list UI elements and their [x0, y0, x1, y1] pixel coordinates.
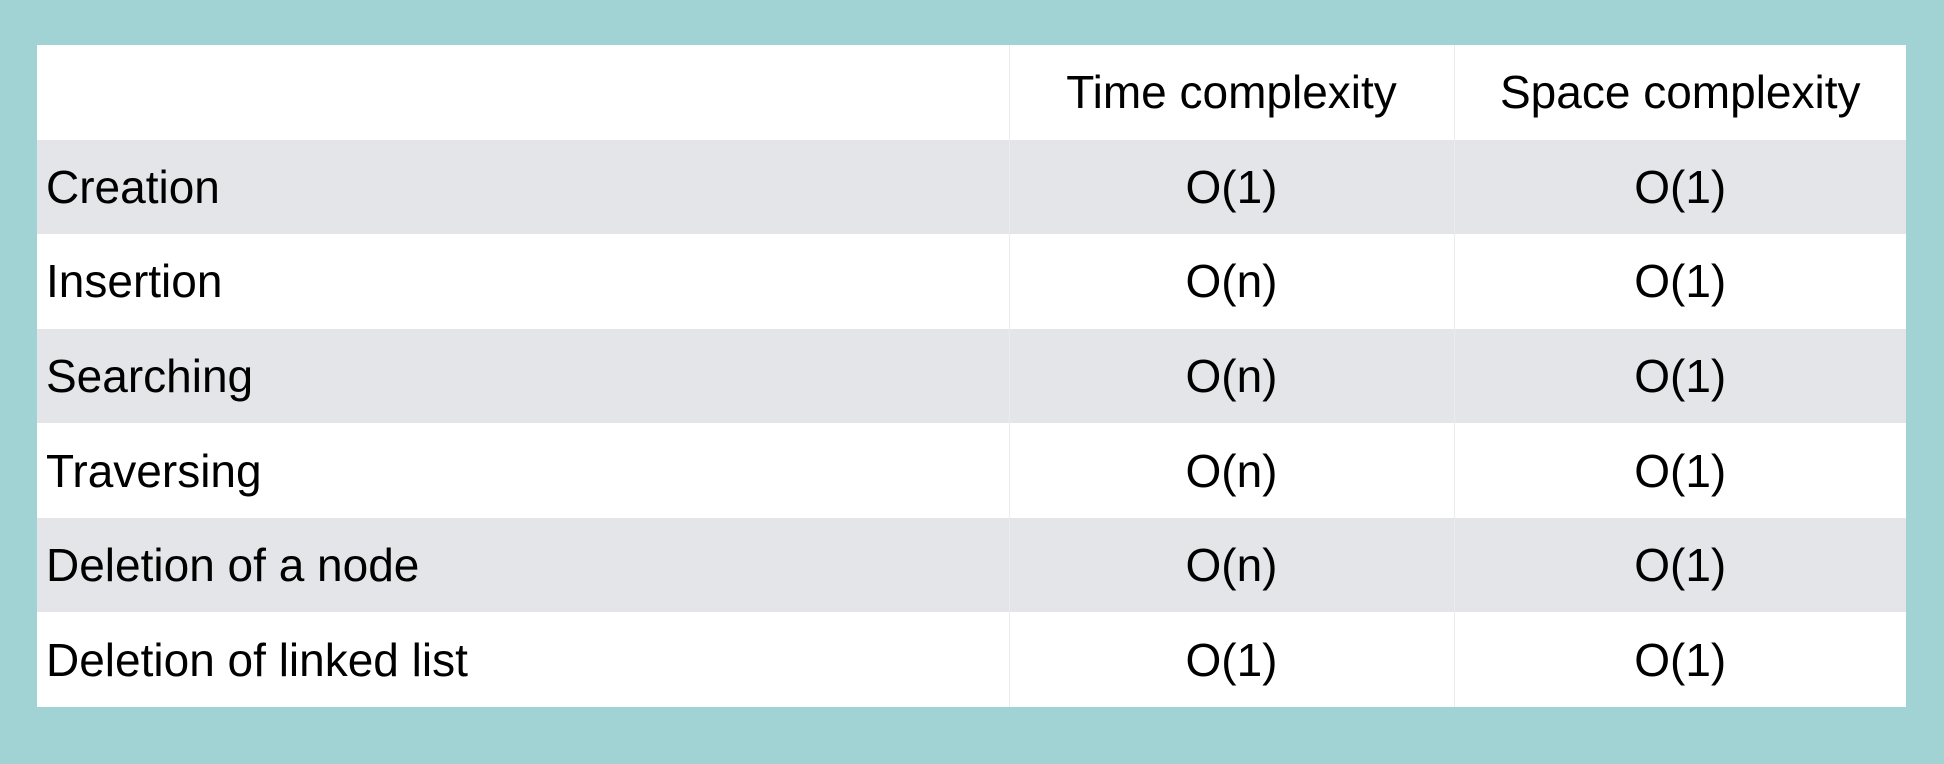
operation-cell: Insertion — [46, 255, 223, 308]
time-complexity-cell: O(n) — [1008, 328, 1454, 424]
operation-cell: Creation — [46, 160, 220, 213]
table-row: Insertion O(n) O(1) — [37, 234, 1906, 329]
operation-cell: Deletion of a node — [46, 539, 420, 592]
time-complexity-cell: O(n) — [1008, 517, 1454, 613]
header-space-complexity: Space complexity — [1453, 45, 1906, 140]
table-row: Searching O(n) O(1) — [37, 328, 1906, 424]
space-complexity-cell: O(1) — [1453, 517, 1906, 613]
space-complexity-cell: O(1) — [1453, 139, 1906, 235]
time-complexity-cell: O(n) — [1008, 234, 1454, 329]
space-complexity-cell: O(1) — [1453, 234, 1906, 329]
complexity-table-card: Time complexity Space complexity Creatio… — [37, 45, 1906, 707]
table-row: Traversing O(n) O(1) — [37, 423, 1906, 518]
complexity-table: Time complexity Space complexity Creatio… — [37, 45, 1906, 707]
table-row: Deletion of linked list O(1) O(1) — [37, 612, 1906, 707]
space-complexity-cell: O(1) — [1453, 423, 1906, 518]
time-complexity-cell: O(1) — [1008, 139, 1454, 235]
operation-cell: Deletion of linked list — [46, 633, 468, 686]
time-complexity-cell: O(1) — [1008, 612, 1454, 707]
space-complexity-cell: O(1) — [1453, 328, 1906, 424]
header-time-complexity: Time complexity — [1008, 45, 1454, 140]
header-operation — [37, 45, 1009, 140]
table-row: Creation O(1) O(1) — [37, 139, 1906, 235]
time-complexity-cell: O(n) — [1008, 423, 1454, 518]
table-header-row: Time complexity Space complexity — [37, 45, 1906, 140]
space-complexity-cell: O(1) — [1453, 612, 1906, 707]
operation-cell: Traversing — [46, 444, 262, 497]
table-row: Deletion of a node O(n) O(1) — [37, 517, 1906, 613]
operation-cell: Searching — [46, 349, 254, 402]
